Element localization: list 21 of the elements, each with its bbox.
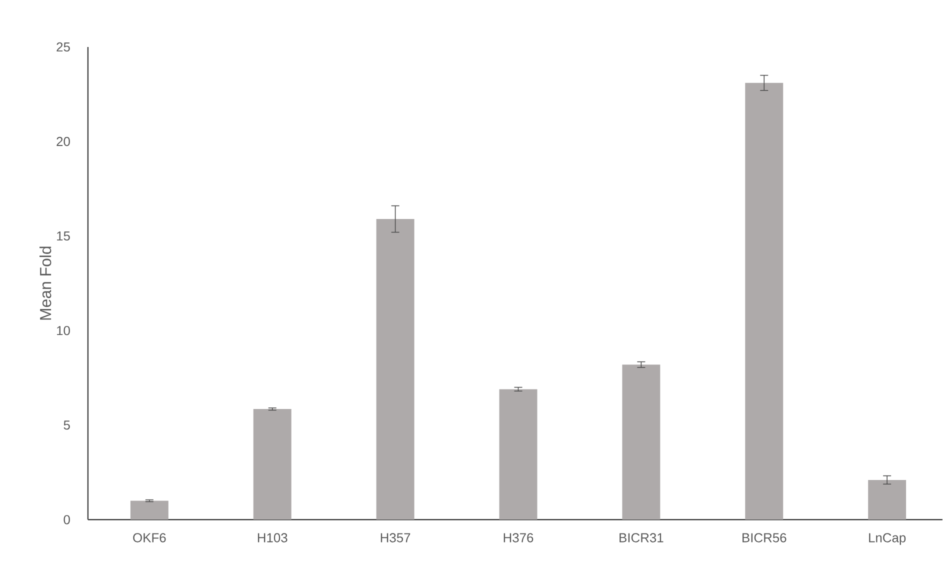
y-tick-label: 25	[56, 42, 70, 52]
y-tick-label: 15	[57, 232, 70, 241]
bar	[745, 83, 784, 520]
bar	[130, 500, 168, 520]
bar	[868, 480, 906, 520]
x-tick-label: OKF6	[133, 533, 166, 543]
bar	[376, 219, 414, 520]
x-tick-label: BICR56	[742, 533, 786, 543]
x-tick-label: H357	[380, 533, 410, 543]
x-tick-label: H376	[504, 533, 534, 543]
y-tick-label: 5	[64, 420, 70, 430]
x-tick-label: H103	[258, 533, 288, 543]
x-tick-label: BICR31	[620, 533, 664, 543]
y-tick-label: 20	[56, 137, 70, 146]
x-tick-label: LnCap	[869, 533, 906, 546]
bar	[499, 389, 538, 520]
y-tick-label: 10	[57, 326, 70, 336]
y-axis-title: Mean Fold	[40, 246, 52, 320]
bar	[253, 409, 292, 520]
bar	[622, 364, 660, 520]
y-tick-label: 0	[64, 515, 70, 524]
